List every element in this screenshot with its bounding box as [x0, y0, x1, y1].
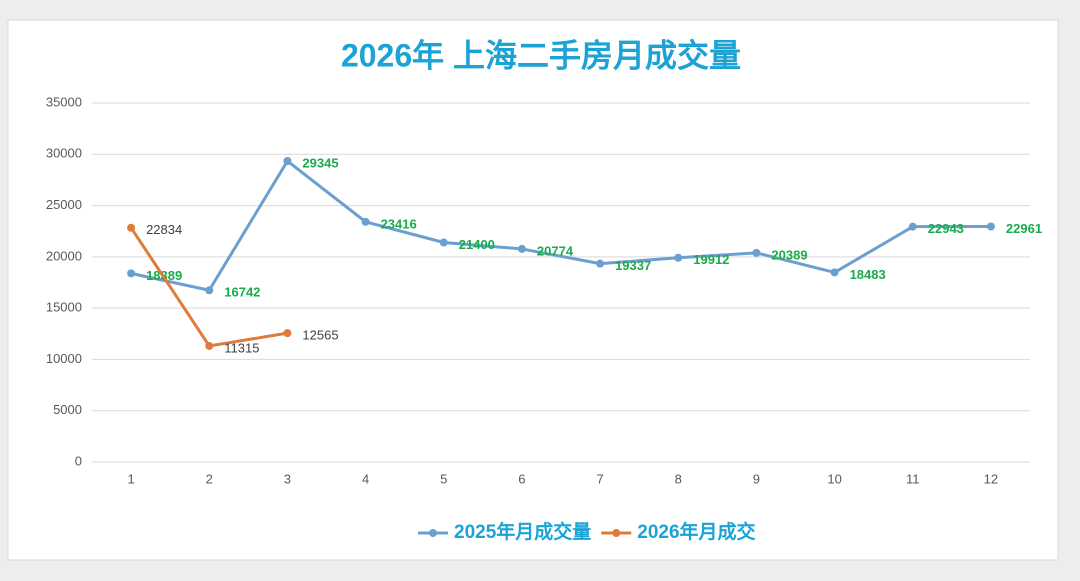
point [205, 341, 214, 350]
point [596, 259, 605, 268]
data-label: 23416 [381, 216, 417, 231]
x-tick-label: 11 [906, 471, 920, 486]
data-label: 21400 [459, 237, 495, 252]
y-tick-label: 35000 [46, 94, 82, 109]
point [752, 248, 761, 257]
data-label: 29345 [302, 155, 338, 170]
y-tick-label: 5000 [53, 402, 82, 417]
chart-title: 2026年 上海二手房月成交量 [341, 37, 741, 73]
x-tick-label: 2 [206, 471, 213, 486]
point [674, 253, 683, 262]
x-tick-label: 10 [827, 471, 841, 486]
x-tick-label: 3 [284, 471, 291, 486]
series-line [130, 159, 991, 292]
legend-label: 2026年月成交 [637, 520, 755, 543]
point [283, 157, 292, 166]
y-tick-label: 15000 [46, 300, 82, 315]
data-label: 22834 [146, 222, 182, 237]
data-label: 18483 [850, 267, 886, 282]
data-label: 11315 [224, 340, 259, 355]
x-tick-label: 7 [596, 471, 603, 486]
point [439, 238, 448, 247]
x-tick-label: 1 [127, 471, 134, 486]
data-label: 20774 [537, 243, 574, 258]
point [361, 217, 370, 226]
data-label: 22961 [1006, 221, 1042, 236]
y-tick-label: 0 [75, 453, 82, 468]
x-tick-label: 8 [675, 471, 682, 486]
x-tick-label: 4 [362, 471, 369, 486]
data-label: 16742 [224, 285, 260, 300]
data-label: 22943 [928, 221, 964, 236]
point [830, 268, 839, 277]
point [517, 244, 526, 253]
chart-panel [7, 19, 1059, 561]
point [283, 329, 292, 338]
point [908, 222, 917, 231]
y-tick-label: 30000 [46, 146, 82, 161]
point [127, 223, 136, 232]
legend-marker [612, 529, 621, 537]
y-tick-label: 20000 [46, 248, 82, 263]
legend-marker [429, 529, 437, 537]
legend-label: 2025年月成交量 [454, 520, 591, 543]
x-tick-label: 12 [984, 471, 998, 486]
point [986, 222, 995, 231]
data-label: 19337 [615, 258, 651, 273]
x-tick-label: 5 [440, 471, 447, 486]
data-label: 20389 [771, 247, 807, 262]
data-label: 12565 [302, 328, 338, 343]
y-tick-label: 25000 [46, 197, 82, 212]
x-tick-label: 6 [518, 471, 525, 486]
point [205, 286, 214, 295]
data-label: 19912 [693, 252, 729, 267]
point [127, 269, 136, 278]
y-tick-label: 10000 [46, 351, 82, 366]
x-tick-label: 9 [753, 471, 760, 486]
